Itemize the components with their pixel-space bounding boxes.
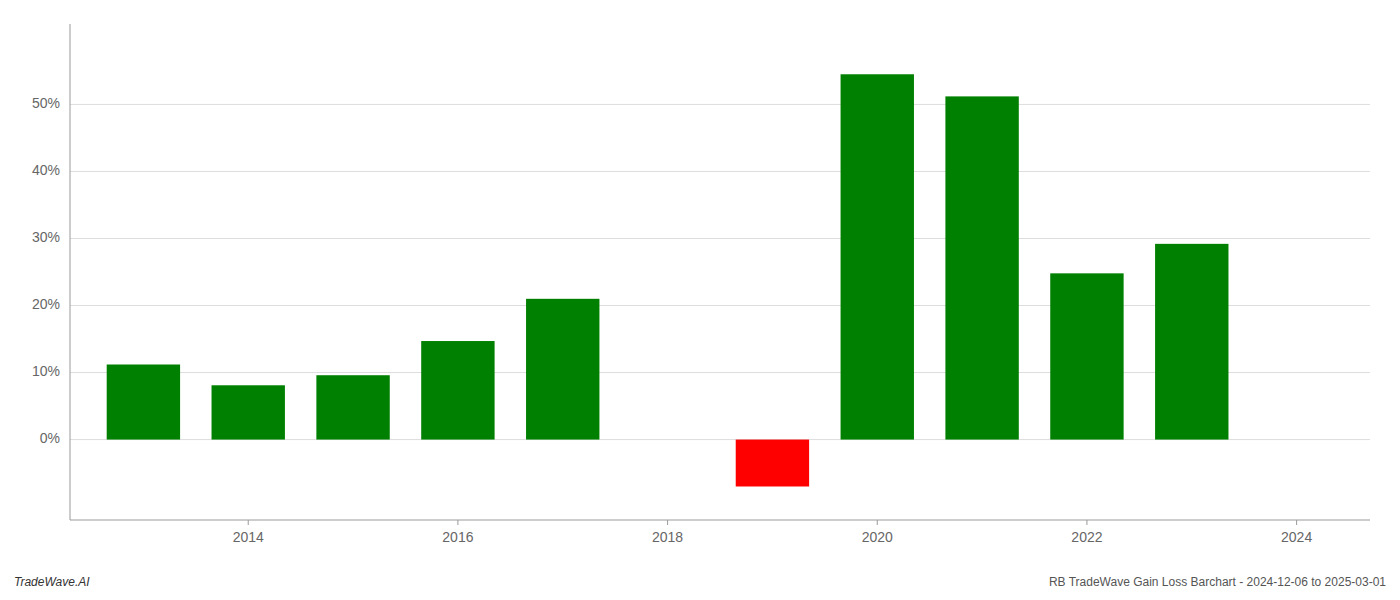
grid-line <box>70 104 1370 105</box>
bar <box>1155 244 1228 440</box>
x-tick-label: 2014 <box>233 529 264 545</box>
x-tick <box>667 520 668 525</box>
footer-right: RB TradeWave Gain Loss Barchart - 2024-1… <box>1049 575 1386 589</box>
y-tick-label: 30% <box>32 229 60 245</box>
x-tick-label: 2016 <box>442 529 473 545</box>
y-tick-label: 20% <box>32 296 60 312</box>
y-axis-line <box>70 24 71 520</box>
x-tick-label: 2022 <box>1071 529 1102 545</box>
x-tick-label: 2024 <box>1281 529 1312 545</box>
grid <box>70 104 1370 439</box>
bar <box>421 341 494 440</box>
grid-line <box>70 171 1370 172</box>
bar <box>316 375 389 439</box>
x-tick <box>248 520 249 525</box>
x-tick-label: 2018 <box>652 529 683 545</box>
x-axis-line <box>70 519 1370 520</box>
y-tick-label: 0% <box>40 430 60 446</box>
y-tick-label: 50% <box>32 95 60 111</box>
bar <box>1050 273 1123 439</box>
grid-line <box>70 238 1370 239</box>
x-tick-label: 2020 <box>862 529 893 545</box>
chart-container: 0% 10% 20% 30% 40% 50% 2014 2016 2018 2020 2022 202… <box>0 0 1400 600</box>
footer-left: TradeWave.AI <box>14 575 90 589</box>
x-tick <box>1296 520 1297 525</box>
bar <box>526 299 599 440</box>
y-tick-label: 10% <box>32 363 60 379</box>
chart-svg: 0% 10% 20% 30% 40% 50% 2014 2016 2018 2020 2022 202… <box>0 0 1400 600</box>
bar <box>736 440 809 487</box>
bar <box>212 385 285 439</box>
bar <box>107 364 180 439</box>
bar <box>945 96 1018 439</box>
y-tick-label: 40% <box>32 162 60 178</box>
bars <box>107 74 1229 486</box>
x-tick <box>877 520 878 525</box>
bar <box>841 74 914 439</box>
x-tick <box>1086 520 1087 525</box>
x-tick <box>457 520 458 525</box>
